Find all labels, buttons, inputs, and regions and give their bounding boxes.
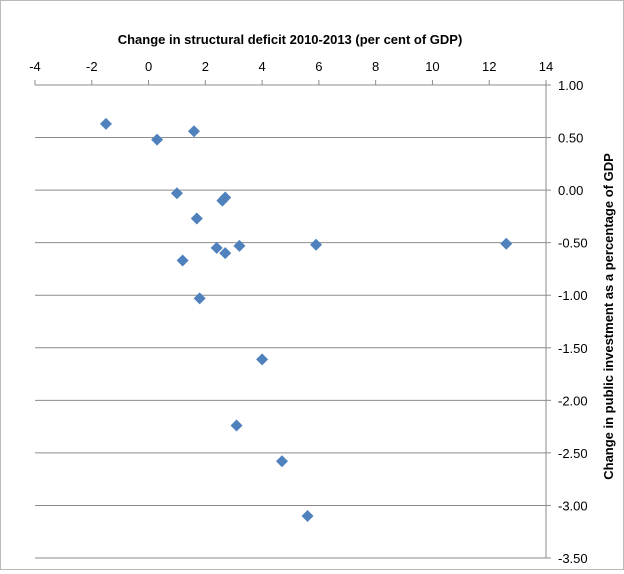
x-tick-label: 4 bbox=[258, 59, 265, 74]
x-tick-label: 14 bbox=[539, 59, 553, 74]
data-point bbox=[176, 254, 189, 267]
x-tick-label: 8 bbox=[372, 59, 379, 74]
data-point bbox=[230, 419, 243, 432]
x-tick-label: -4 bbox=[29, 59, 41, 74]
data-point bbox=[99, 117, 112, 130]
data-point bbox=[151, 133, 164, 146]
data-point bbox=[219, 247, 232, 260]
y-tick-label: -2.00 bbox=[558, 393, 588, 408]
data-point bbox=[219, 191, 232, 204]
x-tick-label: 2 bbox=[202, 59, 209, 74]
x-tick-label: 10 bbox=[425, 59, 439, 74]
data-point bbox=[310, 238, 323, 251]
x-tick-label: 12 bbox=[482, 59, 496, 74]
tick-labels: 1.00 0.50 0.00 -0.50 -1.00 -1.50 -2.00 -2.50 -3.… bbox=[29, 59, 587, 566]
data-point bbox=[190, 212, 203, 225]
data-point bbox=[256, 353, 269, 366]
data-point bbox=[275, 455, 288, 468]
chart-title: Change in structural deficit 2010-2013 (… bbox=[118, 32, 463, 47]
axes bbox=[34, 80, 551, 559]
data-point bbox=[193, 292, 206, 305]
y-tick-label: -1.50 bbox=[558, 341, 588, 356]
data-point bbox=[210, 241, 223, 254]
data-point bbox=[170, 187, 183, 200]
data-point bbox=[301, 509, 314, 522]
y-tick-label: 1.00 bbox=[558, 78, 583, 93]
y-tick-label: -2.50 bbox=[558, 446, 588, 461]
data-point bbox=[187, 125, 200, 138]
y-tick-label: -1.00 bbox=[558, 288, 588, 303]
gridlines bbox=[35, 84, 546, 559]
data-point bbox=[500, 237, 513, 250]
x-tick-label: 6 bbox=[315, 59, 322, 74]
y-tick-label: 0.00 bbox=[558, 183, 583, 198]
y-tick-label: -3.50 bbox=[558, 551, 588, 566]
y-tick-label: -3.00 bbox=[558, 498, 588, 513]
data-points bbox=[99, 117, 513, 522]
x-tick-label: -2 bbox=[86, 59, 98, 74]
data-point bbox=[233, 239, 246, 252]
y-tick-label: -0.50 bbox=[558, 236, 588, 251]
y-tick-label: 0.50 bbox=[558, 131, 583, 146]
y-axis-title: Change in public investment as a percent… bbox=[601, 153, 616, 480]
x-tick-label: 0 bbox=[145, 59, 152, 74]
